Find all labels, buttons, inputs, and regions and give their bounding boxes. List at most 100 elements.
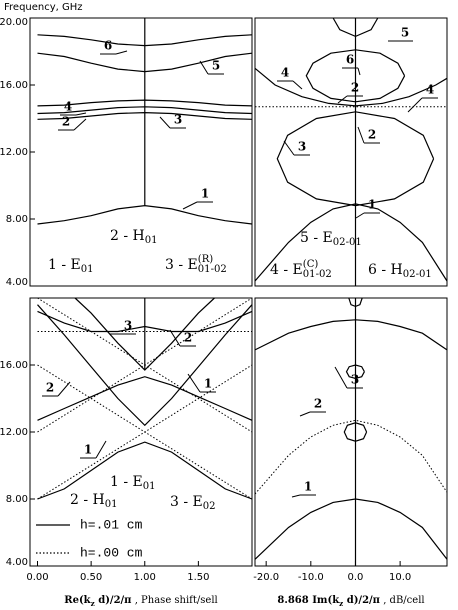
label-part: 02-01 (333, 237, 362, 248)
label-part: 01 (143, 481, 156, 492)
y-tick-label: 12.00 (0, 147, 28, 158)
curve-label: 5 (401, 26, 409, 40)
curve-label: 3 (298, 140, 306, 154)
curve-label: 4 (281, 66, 289, 80)
curve-label: 2 (62, 115, 70, 129)
x-tick-label: 0.00 (26, 572, 48, 583)
label-leader (283, 140, 295, 156)
label-part: (R) (198, 253, 214, 265)
label-part: 5 - E (300, 230, 333, 246)
curve-label: 1 (304, 480, 312, 494)
y-tick-label: 20.00 (0, 17, 28, 28)
label-part: d)/2/π (95, 595, 132, 606)
rich-label: 2 - H01 (110, 228, 158, 246)
curve (345, 364, 365, 380)
label-leader (182, 201, 198, 210)
x-tick-label: -10.0 (298, 572, 324, 583)
x-tick-label: 0.50 (80, 572, 102, 583)
curve (343, 422, 368, 442)
y-tick-label: 8.00 (6, 214, 28, 225)
label-leader (187, 373, 201, 393)
curve-label: 2 (46, 381, 54, 395)
curve (276, 111, 435, 207)
y-tick-label: 8.00 (6, 494, 28, 505)
label-part: 2 - H (70, 492, 105, 508)
curve-label: 3 (124, 319, 132, 333)
y-axis-title: Frequency, GHz (4, 2, 83, 13)
label-leader (357, 67, 361, 76)
rich-label: Re(kz d)/2/π , Phase shift/sell (64, 595, 217, 609)
y-tick-label: 4.00 (6, 277, 28, 288)
curve (37, 297, 253, 366)
rich-label: 1 - E01 (48, 257, 94, 275)
label-leader (291, 494, 301, 498)
label-part: Re(k (64, 595, 91, 606)
rich-label: 5 - E02-01 (300, 230, 362, 248)
label-part: , Phase shift/sell (132, 595, 218, 606)
curve-label: 6 (104, 39, 112, 53)
label-leader (159, 116, 171, 129)
label-leader (73, 118, 87, 131)
label-leader (299, 411, 311, 417)
curve (37, 304, 253, 427)
curve-label: 1 (204, 377, 212, 391)
label-part: 3 - E (165, 257, 198, 273)
y-tick-label: 12.00 (0, 427, 28, 438)
panel-frame (254, 17, 448, 287)
label-leader (337, 95, 348, 104)
curve-label: 1 (84, 443, 92, 457)
curve-label: 1 (201, 187, 209, 201)
label-part: 8.868 Im(k (277, 595, 340, 606)
rich-label: 8.868 Im(kz d)/2/π , dB/cell (277, 595, 424, 609)
curve (254, 419, 448, 495)
curve-label: 2 (184, 331, 192, 345)
curve (37, 441, 253, 500)
legend-label: h=.00 cm (80, 545, 143, 560)
x-tick-label: 0.0 (348, 572, 364, 583)
rich-label: 6 - H02-01 (368, 262, 432, 280)
rich-label: 1 - E01 (110, 474, 156, 492)
curve (305, 49, 406, 103)
curve (37, 376, 253, 421)
label-part: 1 - E (48, 257, 81, 273)
curve-label: 2 (368, 128, 376, 142)
label-part: 01 (81, 264, 94, 275)
label-part: d)/2/π (343, 595, 380, 606)
curve-label: 4 (426, 83, 434, 97)
label-leader (169, 329, 181, 347)
curve-label: 2 (351, 81, 359, 95)
curve-label: 2 (314, 397, 322, 411)
label-part: 6 - H (368, 262, 403, 278)
curve-label: 3 (174, 113, 182, 127)
rich-label: 2 - H01 (70, 492, 118, 510)
label-leader (407, 97, 423, 113)
label-part: 2 - H (110, 228, 145, 244)
curve (37, 364, 253, 433)
label-leader (115, 50, 128, 55)
label-part: z (91, 599, 95, 608)
rich-label: 3 - E(R) 01-02 (165, 253, 227, 275)
curve-label: 1 (368, 198, 376, 212)
label-leader (334, 366, 348, 389)
y-tick-label: 16.00 (0, 80, 28, 91)
x-tick-label: 10.0 (389, 572, 411, 583)
label-part: 01 (105, 499, 118, 510)
y-tick-label: 16.00 (0, 360, 28, 371)
y-tick-label: 4.00 (6, 557, 28, 568)
label-leader (199, 60, 209, 75)
curve-label: 3 (351, 373, 359, 387)
curve-label: 6 (346, 53, 354, 67)
label-part: 01-02 (198, 264, 227, 275)
label-part: 3 - E (170, 494, 203, 510)
label-leader (57, 381, 71, 397)
curve-label: 5 (212, 59, 220, 73)
label-leader (292, 80, 303, 90)
rich-label: 3 - E02 (170, 494, 216, 512)
label-part: 02 (203, 501, 216, 512)
legend-label: h=.01 cm (80, 517, 143, 532)
panel-frame (254, 297, 448, 567)
label-part: 01-02 (303, 269, 332, 280)
label-part: , dB/cell (380, 595, 425, 606)
